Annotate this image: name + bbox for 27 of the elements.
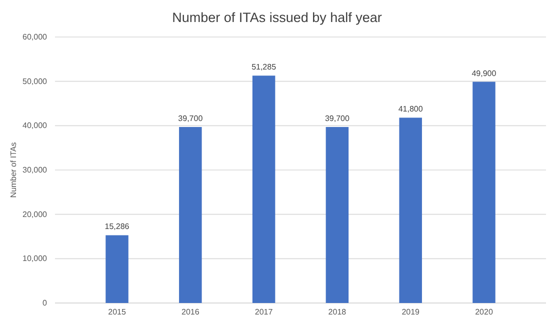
chart-title: Number of ITAs issued by half year: [172, 10, 382, 25]
x-tick-label: 2020: [475, 308, 494, 317]
y-tick-label: 60,000: [22, 32, 48, 42]
y-tick-label: 0: [42, 298, 48, 308]
y-tick-label: 40,000: [22, 121, 48, 130]
data-label: 51,285: [252, 62, 277, 72]
y-tick-label: 30,000: [22, 166, 48, 175]
bar: [252, 76, 276, 303]
y-tick-label: 50,000: [22, 76, 48, 86]
data-label: 15,286: [104, 222, 130, 232]
data-label: 39,700: [324, 114, 350, 123]
bar: [106, 235, 128, 303]
data-label: 49,900: [472, 68, 497, 78]
x-tick-label: 2015: [108, 308, 126, 317]
x-tick-label: 2017: [254, 308, 274, 317]
y-tick-label: 20,000: [22, 210, 48, 219]
x-tick-label: 2019: [402, 308, 420, 317]
data-label: 41,800: [398, 104, 424, 114]
bar: [399, 118, 422, 303]
y-axis-title: Number of ITAs: [9, 142, 18, 198]
data-label: 39,700: [178, 114, 204, 123]
x-tick-label: 2018: [328, 308, 347, 317]
bar: [472, 82, 496, 303]
bar: [179, 126, 202, 303]
y-tick-label: 10,000: [22, 254, 48, 264]
x-tick-label: 2016: [182, 308, 200, 317]
bar: [326, 126, 349, 303]
